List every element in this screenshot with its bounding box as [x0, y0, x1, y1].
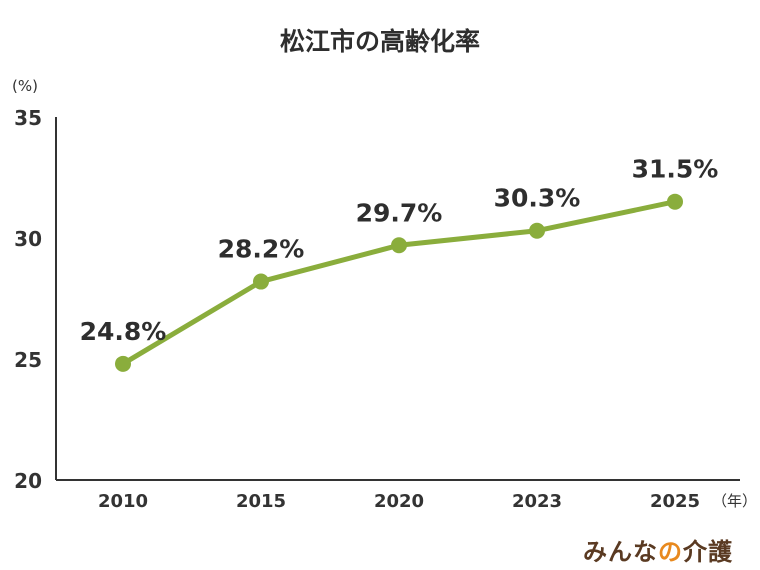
- data-point: [529, 222, 545, 239]
- y-tick-label: 30: [14, 227, 42, 251]
- x-tick-label: 2020: [374, 491, 424, 512]
- logo-text-tail: 介護: [683, 538, 733, 566]
- x-axis-unit-label: （年）: [712, 492, 758, 510]
- chart-title: 松江市の高齢化率: [279, 27, 480, 56]
- data-label: 31.5%: [632, 155, 719, 184]
- x-tick-label: 2023: [512, 491, 562, 512]
- y-axis-unit-label: (%): [12, 77, 38, 95]
- data-point: [115, 355, 131, 372]
- logo-text-accent: の: [658, 538, 683, 566]
- data-label: 24.8%: [80, 317, 167, 346]
- y-tick-label: 25: [14, 348, 42, 372]
- x-tick-label: 2025: [650, 491, 700, 512]
- x-tick-label: 2015: [236, 491, 286, 512]
- brand-logo: みんなの介護: [583, 532, 733, 567]
- y-tick-label: 20: [14, 469, 42, 493]
- data-label: 30.3%: [494, 184, 581, 213]
- x-tick-label: 2010: [98, 491, 148, 512]
- logo-text-main: みんな: [583, 538, 658, 566]
- data-point: [391, 237, 407, 254]
- data-label: 28.2%: [218, 235, 305, 264]
- data-label: 29.7%: [356, 198, 443, 227]
- data-point: [253, 273, 269, 290]
- y-tick-label: 35: [14, 106, 42, 130]
- data-point: [667, 193, 683, 210]
